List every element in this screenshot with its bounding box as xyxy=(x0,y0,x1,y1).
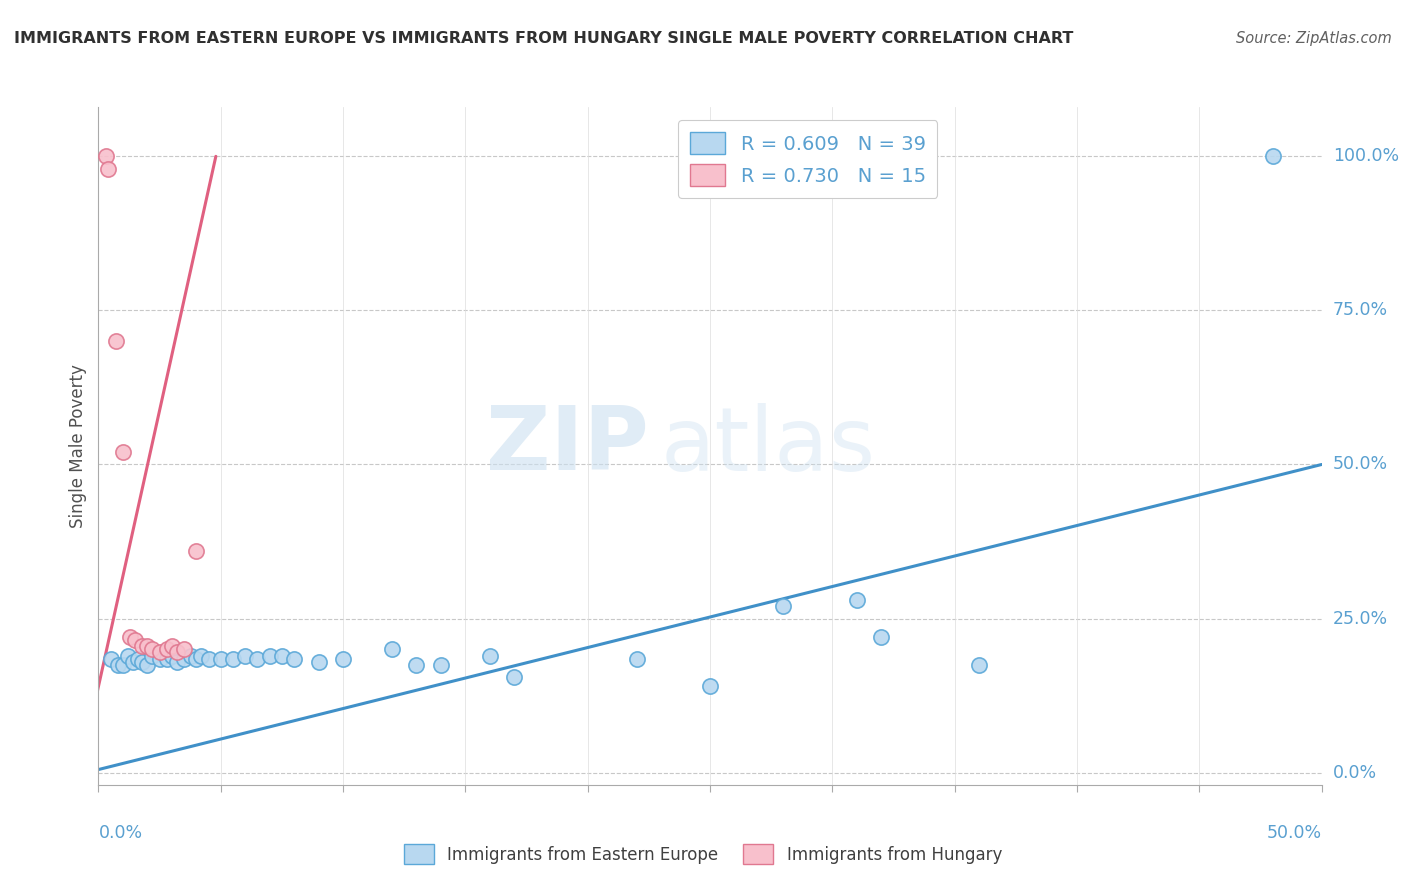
Point xyxy=(156,642,179,657)
Point xyxy=(160,640,183,654)
Point xyxy=(332,651,354,665)
Point xyxy=(117,648,139,663)
Point xyxy=(173,642,195,657)
Point xyxy=(259,648,281,663)
Point xyxy=(149,651,172,665)
Point xyxy=(503,670,526,684)
Point xyxy=(967,657,990,672)
Text: 0.0%: 0.0% xyxy=(98,824,142,842)
Point xyxy=(100,651,122,665)
Point xyxy=(136,640,159,654)
Point xyxy=(405,657,427,672)
Legend: R = 0.609   N = 39, R = 0.730   N = 15: R = 0.609 N = 39, R = 0.730 N = 15 xyxy=(678,120,938,198)
Point xyxy=(131,640,153,654)
Point xyxy=(699,679,721,693)
Point xyxy=(283,651,305,665)
Text: atlas: atlas xyxy=(661,402,876,490)
Point xyxy=(136,657,159,672)
Text: IMMIGRANTS FROM EASTERN EUROPE VS IMMIGRANTS FROM HUNGARY SINGLE MALE POVERTY CO: IMMIGRANTS FROM EASTERN EUROPE VS IMMIGR… xyxy=(14,31,1073,46)
Point xyxy=(107,657,129,672)
Point xyxy=(308,655,330,669)
Point xyxy=(222,651,245,665)
Point xyxy=(270,648,294,663)
Text: 50.0%: 50.0% xyxy=(1267,824,1322,842)
Point xyxy=(845,593,868,607)
Point xyxy=(131,655,153,669)
Point xyxy=(186,543,208,558)
Point xyxy=(626,651,648,665)
Y-axis label: Single Male Poverty: Single Male Poverty xyxy=(69,364,87,528)
Text: Source: ZipAtlas.com: Source: ZipAtlas.com xyxy=(1236,31,1392,46)
Point xyxy=(166,645,188,659)
Text: 0.0%: 0.0% xyxy=(1333,764,1376,781)
Point xyxy=(120,630,142,644)
Text: 50.0%: 50.0% xyxy=(1333,456,1388,474)
Point xyxy=(209,651,232,665)
Text: 25.0%: 25.0% xyxy=(1333,609,1388,628)
Point xyxy=(111,657,134,672)
Text: ZIP: ZIP xyxy=(486,402,648,490)
Point xyxy=(381,642,404,657)
Point xyxy=(772,599,794,614)
Text: 75.0%: 75.0% xyxy=(1333,301,1388,319)
Point xyxy=(190,648,212,663)
Point xyxy=(141,648,163,663)
Point xyxy=(111,445,134,459)
Point xyxy=(430,657,453,672)
Point xyxy=(156,651,179,665)
Point xyxy=(478,648,501,663)
Point xyxy=(124,633,146,648)
Point xyxy=(94,149,117,163)
Point xyxy=(197,651,219,665)
Point xyxy=(104,334,127,349)
Text: 100.0%: 100.0% xyxy=(1333,147,1399,165)
Point xyxy=(1261,149,1284,163)
Point xyxy=(186,651,208,665)
Point xyxy=(121,655,143,669)
Point xyxy=(97,161,120,176)
Legend: Immigrants from Eastern Europe, Immigrants from Hungary: Immigrants from Eastern Europe, Immigran… xyxy=(398,838,1008,871)
Point xyxy=(141,642,163,657)
Point xyxy=(870,630,893,644)
Point xyxy=(180,648,202,663)
Point xyxy=(233,648,256,663)
Point xyxy=(246,651,269,665)
Point xyxy=(173,651,195,665)
Point xyxy=(160,648,183,663)
Point xyxy=(127,651,149,665)
Point xyxy=(166,655,188,669)
Point xyxy=(149,645,172,659)
